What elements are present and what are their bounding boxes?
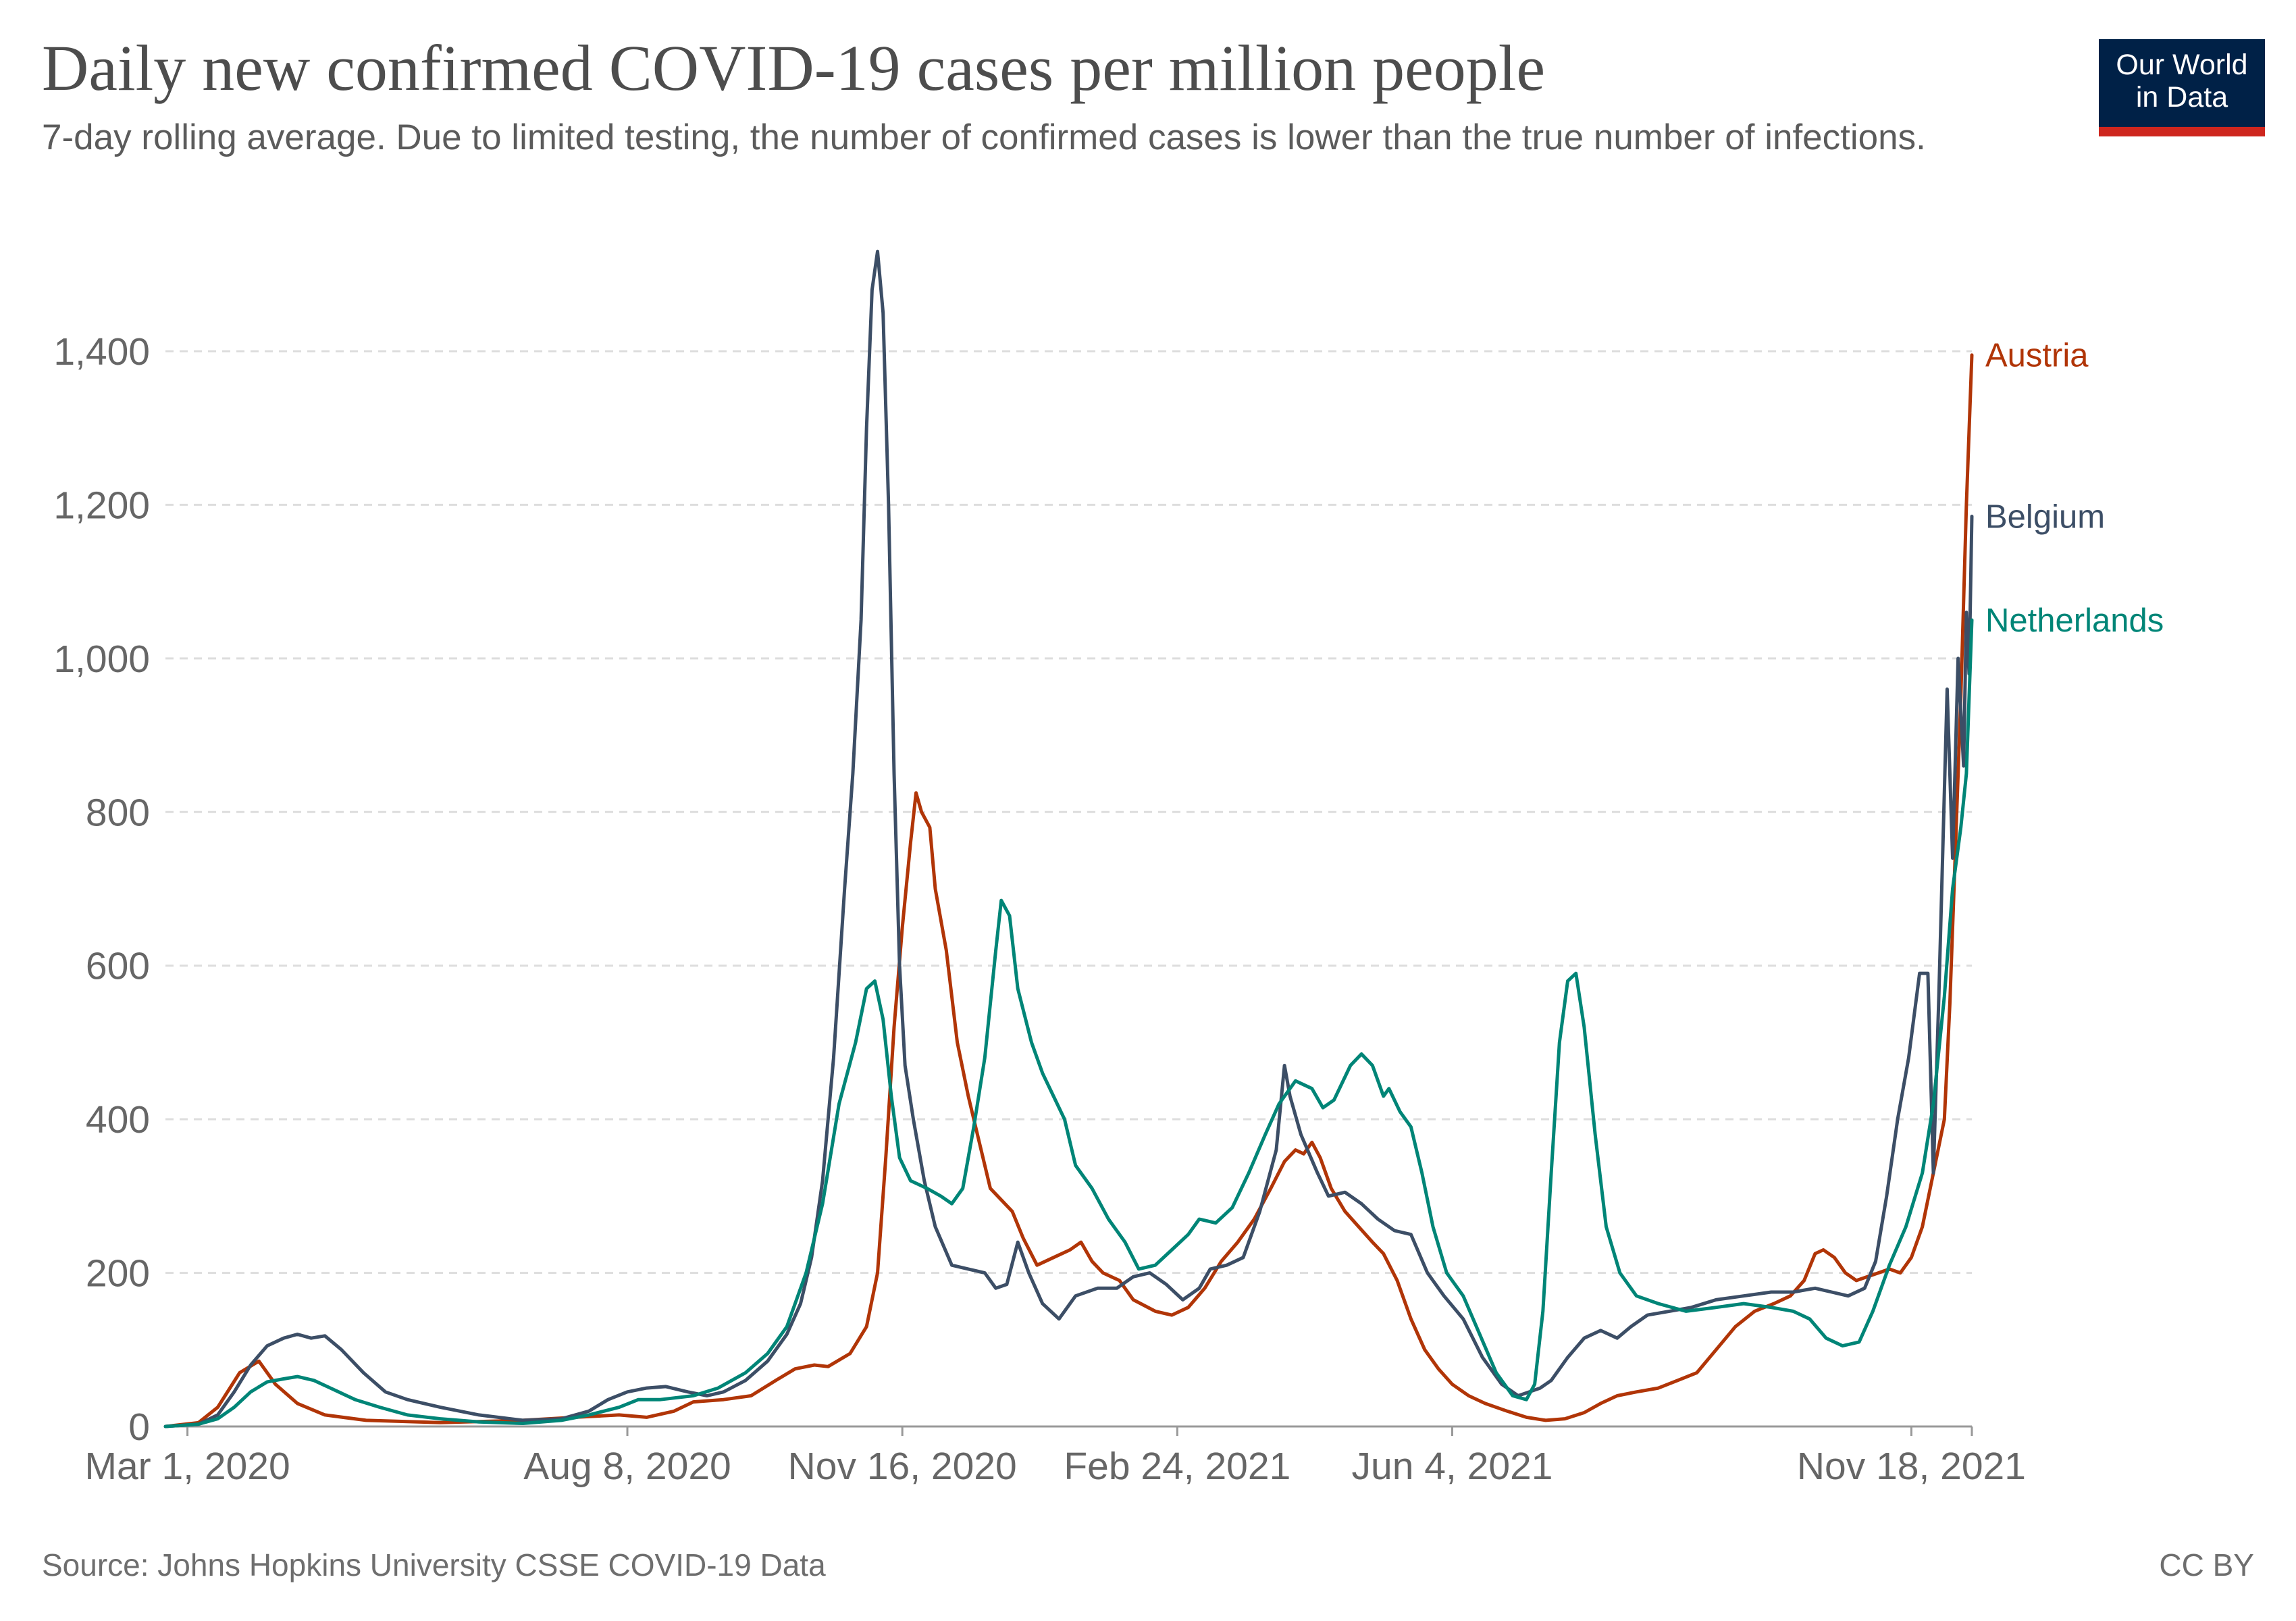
y-tick-label: 1,400 [53, 330, 150, 374]
logo-accent-bar [2099, 127, 2265, 136]
license-label[interactable]: CC BY [2159, 1547, 2254, 1583]
y-tick-label: 200 [86, 1252, 150, 1295]
chart-title: Daily new confirmed COVID-19 cases per m… [42, 32, 1546, 104]
gridlines [165, 350, 1972, 1275]
series-line-austria[interactable] [163, 353, 1974, 1429]
series-line-belgium[interactable] [163, 249, 1974, 1429]
y-axis-ticks: 0 200 400 600 800 1,000 1,200 1,400 [53, 330, 150, 1449]
y-tick-label: 400 [86, 1098, 150, 1141]
y-tick-label: 800 [86, 791, 150, 834]
series-line-netherlands[interactable] [163, 618, 1974, 1429]
owid-logo[interactable]: Our World in Data [2099, 39, 2265, 136]
logo-line-1: Our World [2116, 49, 2248, 81]
series-lines [163, 249, 1974, 1429]
source-note[interactable]: Source: Johns Hopkins University CSSE CO… [42, 1547, 826, 1583]
logo-line-2: in Data [2135, 81, 2228, 114]
x-tick-label: Mar 1, 2020 [84, 1445, 290, 1488]
x-tick-label: Nov 16, 2020 [788, 1445, 1017, 1488]
x-axis: Mar 1, 2020 Aug 8, 2020 Nov 16, 2020 Feb 24… [84, 1425, 2026, 1488]
y-tick-label: 1,000 [53, 638, 150, 681]
x-tick-label: Nov 18, 2021 [1797, 1445, 2026, 1488]
y-tick-label: 600 [86, 945, 150, 988]
chart-subtitle: 7-day rolling average. Due to limited te… [42, 118, 1926, 157]
x-tick-label: Aug 8, 2020 [523, 1445, 731, 1488]
x-tick-label: Jun 4, 2021 [1352, 1445, 1553, 1488]
y-tick-label: 1,200 [53, 484, 150, 527]
y-tick-label: 0 [128, 1406, 150, 1449]
series-label-netherlands[interactable]: Netherlands [1985, 602, 2164, 639]
x-tick-label: Feb 24, 2021 [1064, 1445, 1290, 1488]
logo-text: Our World in Data [2099, 49, 2265, 113]
series-label-austria[interactable]: Austria [1985, 338, 2089, 374]
series-label-belgium[interactable]: Belgium [1985, 498, 2105, 535]
series-labels: Austria Belgium Netherlands [1985, 338, 2164, 639]
